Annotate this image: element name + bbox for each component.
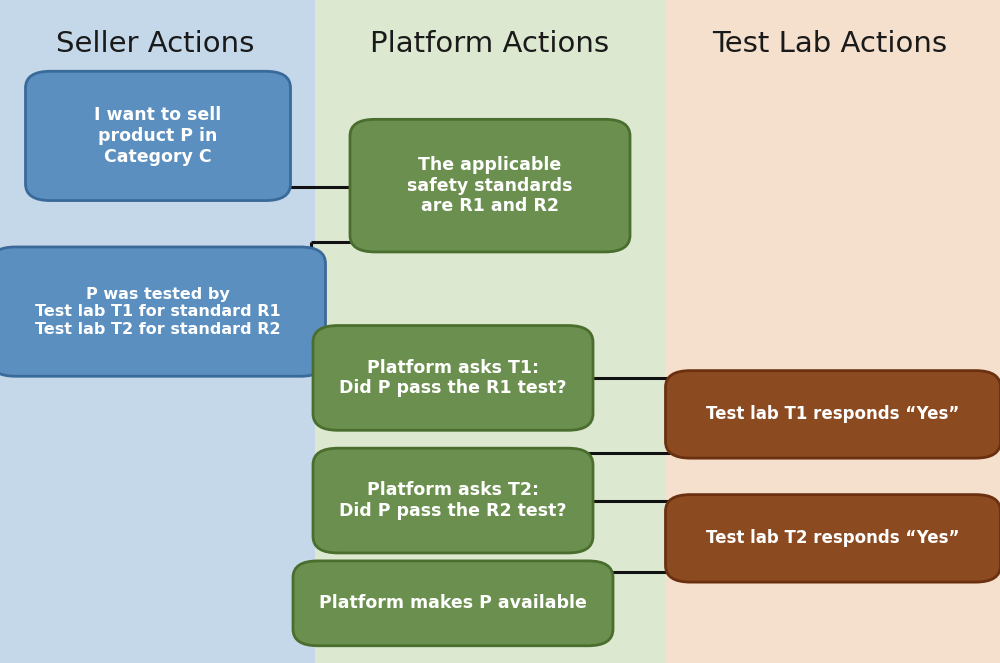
- Text: Platform asks T2:
Did P pass the R2 test?: Platform asks T2: Did P pass the R2 test…: [339, 481, 567, 520]
- Text: Test Lab Actions: Test Lab Actions: [712, 30, 948, 58]
- FancyBboxPatch shape: [666, 371, 1000, 458]
- Text: Seller Actions: Seller Actions: [56, 30, 254, 58]
- FancyBboxPatch shape: [313, 326, 593, 430]
- Text: Platform asks T1:
Did P pass the R1 test?: Platform asks T1: Did P pass the R1 test…: [339, 359, 567, 397]
- Bar: [665, 0, 1000, 663]
- Bar: [0, 0, 315, 663]
- Text: P was tested by
Test lab T1 for standard R1
Test lab T2 for standard R2: P was tested by Test lab T1 for standard…: [35, 286, 281, 337]
- FancyBboxPatch shape: [350, 119, 630, 252]
- Text: The applicable
safety standards
are R1 and R2: The applicable safety standards are R1 a…: [407, 156, 573, 215]
- FancyBboxPatch shape: [666, 495, 1000, 582]
- FancyBboxPatch shape: [293, 561, 613, 646]
- Text: Platform Actions: Platform Actions: [370, 30, 610, 58]
- FancyBboxPatch shape: [26, 71, 291, 200]
- FancyBboxPatch shape: [0, 247, 325, 377]
- Bar: [315, 0, 665, 663]
- Text: Test lab T1 responds “Yes”: Test lab T1 responds “Yes”: [706, 405, 960, 424]
- Text: I want to sell
product P in
Category C: I want to sell product P in Category C: [94, 106, 222, 166]
- Text: Test lab T2 responds “Yes”: Test lab T2 responds “Yes”: [706, 529, 960, 548]
- FancyBboxPatch shape: [313, 448, 593, 553]
- Text: Platform makes P available: Platform makes P available: [319, 594, 587, 613]
